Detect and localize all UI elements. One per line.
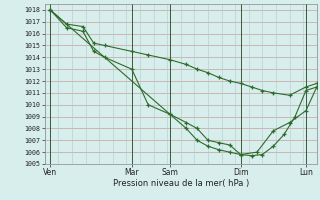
X-axis label: Pression niveau de la mer( hPa ): Pression niveau de la mer( hPa ): [113, 179, 249, 188]
